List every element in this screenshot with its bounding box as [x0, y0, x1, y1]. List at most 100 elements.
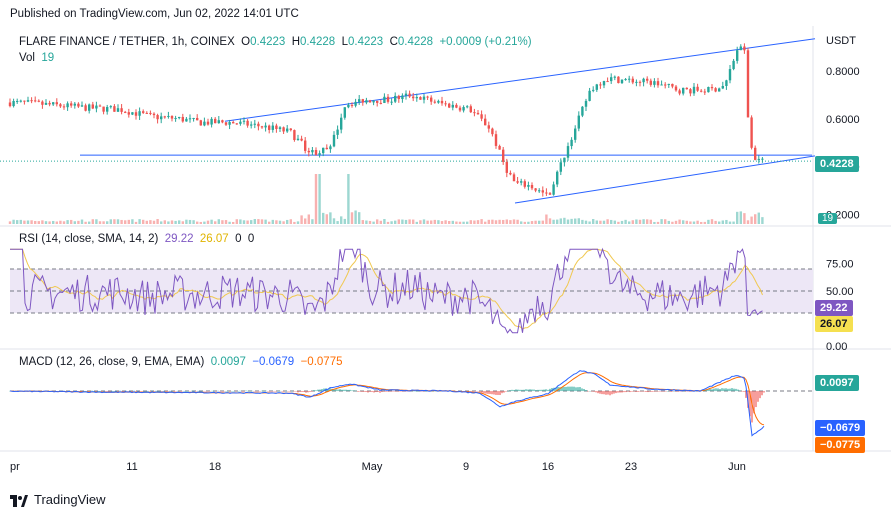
- volume-bar: [304, 218, 307, 224]
- volume-bar: [322, 212, 325, 224]
- macd-histogram-bar: [147, 390, 149, 392]
- macd-histogram-bar: [103, 390, 105, 392]
- macd-histogram-bar: [389, 391, 391, 392]
- candle-body: [642, 78, 645, 83]
- volume-bar: [127, 219, 130, 224]
- macd-histogram-bar: [509, 390, 511, 392]
- macd-histogram-bar: [383, 391, 385, 392]
- volume-bar: [653, 221, 656, 224]
- volume-bar: [530, 221, 534, 224]
- volume-bar: [325, 214, 328, 224]
- candle-body: [188, 118, 192, 120]
- macd-histogram-bar: [247, 390, 249, 392]
- macd-histogram-bar: [357, 391, 359, 392]
- macd-histogram-bar: [171, 391, 173, 392]
- macd-histogram-bar: [99, 390, 101, 392]
- macd-histogram-bar: [745, 391, 747, 398]
- macd-histogram-bar: [707, 389, 709, 392]
- candle-body: [404, 93, 408, 96]
- macd-histogram-bar: [739, 390, 741, 392]
- macd-histogram-bar: [373, 391, 375, 393]
- macd-histogram-bar: [689, 391, 691, 392]
- macd-histogram-bar: [153, 391, 155, 392]
- rsi-legend: RSI (14, close, SMA, 14, 2) 29.22 26.07 …: [19, 233, 254, 245]
- candle-body: [30, 100, 33, 102]
- volume-bar: [599, 220, 602, 224]
- macd-histogram-bar: [607, 391, 609, 395]
- candle-body: [19, 100, 22, 102]
- volume-bar: [41, 220, 44, 224]
- macd-histogram-bar: [269, 391, 271, 392]
- candle-body: [203, 121, 206, 126]
- macd-histogram-bar: [197, 390, 199, 392]
- volume-bar: [721, 220, 724, 224]
- candle-body: [138, 111, 141, 116]
- macd-histogram-bar: [113, 391, 115, 392]
- volume-bar: [743, 213, 746, 224]
- volume-bar: [718, 221, 721, 224]
- volume-bar: [613, 220, 616, 224]
- candle-body: [667, 83, 670, 85]
- volume-bar: [746, 220, 750, 224]
- volume-bar: [156, 219, 159, 224]
- symbol-line: FLARE FINANCE / TETHER, 1h, COINEX O0.42…: [19, 36, 532, 48]
- macd-histogram-bar: [175, 391, 177, 392]
- volume-bar: [199, 221, 202, 224]
- macd-histogram-bar: [231, 391, 233, 392]
- volume-bar: [196, 221, 199, 224]
- volume-bar: [131, 219, 134, 224]
- candle-body: [41, 101, 44, 105]
- macd-histogram-bar: [195, 391, 197, 392]
- macd-histogram-bar: [751, 391, 753, 423]
- macd-histogram-bar: [629, 391, 631, 393]
- macd-histogram-bar: [601, 391, 603, 395]
- candle-body: [505, 161, 508, 173]
- volume-bar: [59, 220, 62, 224]
- trend-line: [224, 38, 816, 122]
- volume-bar: [286, 219, 289, 224]
- volume-bar: [347, 174, 350, 224]
- volume-bar: [228, 221, 231, 224]
- volume-bar: [8, 221, 12, 224]
- macd-histogram-bar: [187, 391, 189, 392]
- close-label: C: [389, 36, 398, 48]
- macd-histogram-bar: [151, 390, 153, 392]
- volume-bar: [185, 219, 188, 224]
- macd-histogram-bar: [517, 389, 519, 392]
- macd-histogram-bar: [311, 391, 313, 392]
- macd-histogram-bar: [261, 390, 263, 392]
- macd-histogram-bar: [679, 391, 681, 392]
- macd-histogram-bar: [405, 391, 407, 392]
- candle-body: [106, 107, 109, 112]
- candle-body: [617, 76, 620, 84]
- candle-body: [221, 120, 224, 123]
- candle-body: [307, 150, 310, 153]
- volume-bar: [426, 220, 429, 224]
- rsi-value: 29.22: [164, 233, 194, 245]
- macd-histogram-bar: [719, 388, 721, 392]
- macd-histogram-bar: [737, 389, 739, 392]
- volume-bar: [422, 219, 426, 224]
- macd-histogram-bar: [513, 389, 515, 392]
- macd-histogram-bar: [661, 391, 663, 392]
- volume-bar: [761, 217, 764, 224]
- candle-body: [646, 78, 649, 81]
- volume-bar: [224, 220, 228, 224]
- macd-histogram-bar: [253, 391, 255, 392]
- price-tick-label: 0.6000: [826, 114, 860, 126]
- macd-histogram-bar: [395, 391, 397, 392]
- candle-body: [361, 99, 364, 103]
- volume-bar: [376, 219, 379, 224]
- volume-bar: [563, 217, 566, 224]
- candle-body: [329, 146, 332, 150]
- macd-histogram-bar: [217, 390, 219, 392]
- candle-body: [628, 78, 631, 80]
- macd-histogram-bar: [611, 391, 613, 395]
- macd-histogram-bar: [695, 390, 697, 392]
- macd-histogram-bar: [585, 390, 587, 392]
- candle-body: [278, 127, 282, 130]
- macd-histogram-bar: [303, 391, 305, 393]
- footer-brand[interactable]: TradingView: [10, 492, 106, 507]
- volume-bar: [631, 220, 634, 224]
- volume-bar: [163, 220, 166, 224]
